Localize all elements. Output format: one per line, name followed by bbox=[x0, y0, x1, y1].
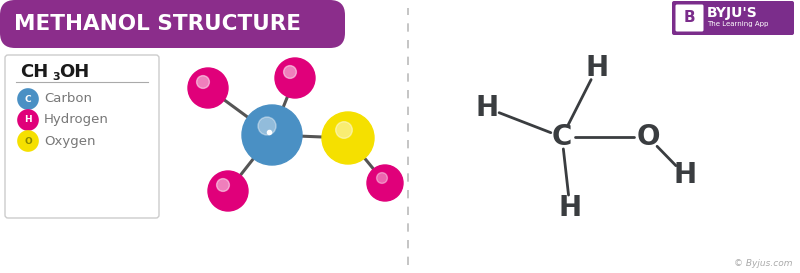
Text: B: B bbox=[684, 10, 695, 25]
Circle shape bbox=[322, 112, 374, 164]
Circle shape bbox=[18, 110, 38, 130]
Circle shape bbox=[275, 58, 315, 98]
Text: H: H bbox=[24, 115, 32, 124]
Circle shape bbox=[188, 68, 228, 108]
Circle shape bbox=[18, 89, 38, 109]
FancyBboxPatch shape bbox=[5, 55, 159, 218]
Circle shape bbox=[208, 171, 248, 211]
Circle shape bbox=[336, 122, 352, 138]
Text: C: C bbox=[25, 94, 31, 103]
Circle shape bbox=[18, 131, 38, 151]
Text: The Learning App: The Learning App bbox=[707, 21, 768, 27]
Text: OH: OH bbox=[59, 63, 90, 81]
FancyBboxPatch shape bbox=[675, 4, 703, 31]
Text: METHANOL STRUCTURE: METHANOL STRUCTURE bbox=[14, 14, 301, 34]
Text: O: O bbox=[636, 123, 660, 151]
Text: Oxygen: Oxygen bbox=[44, 135, 95, 147]
Circle shape bbox=[217, 179, 230, 191]
Circle shape bbox=[258, 117, 276, 135]
Text: H: H bbox=[586, 54, 609, 82]
Text: H: H bbox=[558, 194, 582, 222]
Text: CH: CH bbox=[20, 63, 48, 81]
Circle shape bbox=[197, 76, 210, 88]
FancyBboxPatch shape bbox=[672, 1, 794, 35]
Circle shape bbox=[367, 165, 403, 201]
Text: O: O bbox=[24, 136, 32, 146]
FancyBboxPatch shape bbox=[0, 0, 345, 48]
Text: 3: 3 bbox=[52, 72, 60, 82]
Circle shape bbox=[284, 66, 296, 78]
Text: C: C bbox=[552, 123, 572, 151]
Text: Carbon: Carbon bbox=[44, 93, 92, 105]
Text: BYJU'S: BYJU'S bbox=[707, 6, 758, 20]
Circle shape bbox=[377, 173, 387, 183]
Text: © Byjus.com: © Byjus.com bbox=[734, 259, 792, 268]
Text: H: H bbox=[674, 161, 697, 189]
Text: Hydrogen: Hydrogen bbox=[44, 114, 109, 126]
Text: H: H bbox=[475, 94, 498, 122]
Circle shape bbox=[242, 105, 302, 165]
